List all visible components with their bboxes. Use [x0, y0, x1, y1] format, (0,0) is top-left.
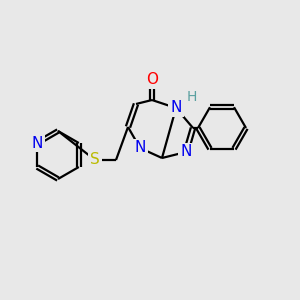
Text: H: H: [187, 90, 197, 104]
Text: N: N: [134, 140, 146, 155]
Text: O: O: [146, 73, 158, 88]
Text: S: S: [90, 152, 100, 167]
Text: N: N: [170, 100, 182, 116]
Text: N: N: [32, 136, 43, 151]
Text: N: N: [180, 145, 192, 160]
